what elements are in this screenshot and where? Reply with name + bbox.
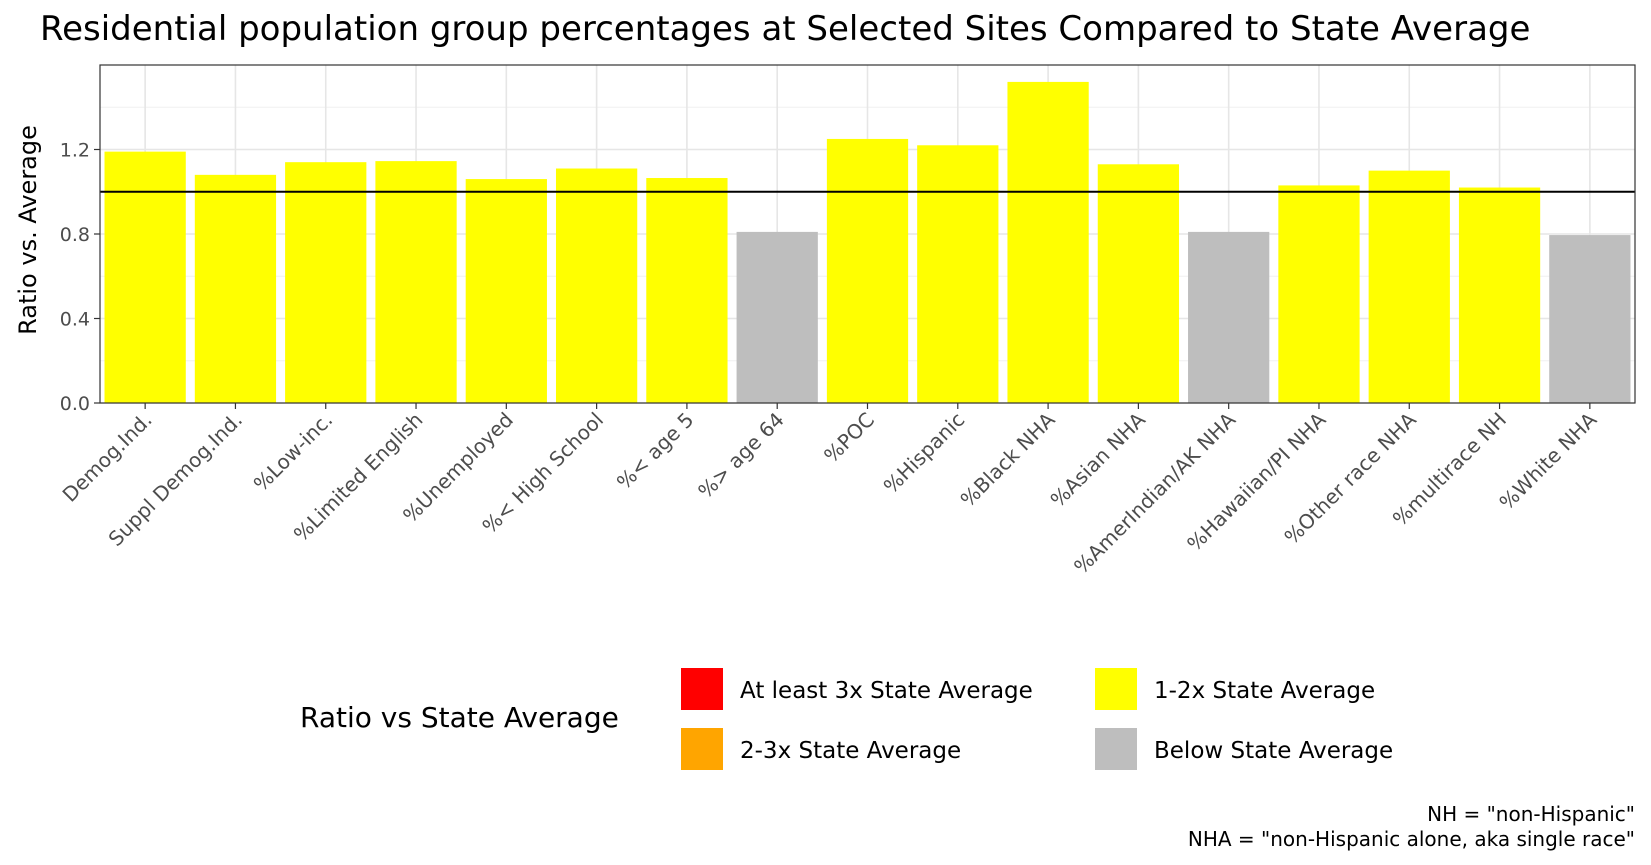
chart-title: Residential population group percentages… [40,9,1530,49]
x-tick-label: %< age 5 [612,408,699,495]
legend: Ratio vs State Average At least 3x State … [300,668,1393,770]
footnote-nha: NHA = "non-Hispanic alone, aka single ra… [1187,827,1635,851]
legend-key [1095,728,1137,770]
bar [1278,185,1360,403]
bar [555,168,638,403]
x-tick-label: %POC [819,408,879,468]
x-tick-label: %Black NHA [956,407,1060,511]
bar [194,174,277,403]
legend-label: Below State Average [1154,738,1393,764]
x-tick-label: Demog.Ind. [58,408,157,507]
bar [736,231,818,403]
legend-label: At least 3x State Average [740,678,1033,704]
legend-key [681,728,723,770]
bar [375,161,457,403]
bar [285,162,367,403]
y-axis-label: Ratio vs. Average [14,125,42,335]
legend-key [681,668,723,710]
y-tick-label: 1.2 [60,140,90,162]
bar [917,145,999,403]
bar [1368,170,1450,403]
legend-label: 1-2x State Average [1154,678,1375,704]
bar [1549,235,1631,403]
legend-label: 2-3x State Average [740,738,961,764]
y-tick-label: 0.4 [60,309,90,331]
legend-key [1095,668,1137,710]
bar [465,179,547,403]
legend-title: Ratio vs State Average [300,701,619,734]
bar [1007,81,1089,404]
bar [1458,187,1541,403]
x-tick-label: %Low-inc. [249,408,338,497]
bar [646,178,728,403]
x-tick-label: %Hispanic [879,408,970,499]
y-tick-label: 0.8 [60,224,90,246]
bar [104,151,186,403]
bars [104,81,1631,404]
y-tick-label: 0.0 [60,393,90,415]
footnote-nh: NH = "non-Hispanic" [1427,802,1635,826]
bar [1097,164,1180,403]
bar [1188,231,1270,403]
x-tick-label: %White NHA [1494,407,1601,514]
bar [826,138,909,403]
x-tick-label: %> age 64 [693,408,789,504]
x-tick-label: %AmerIndian/AK NHA [1069,407,1240,578]
